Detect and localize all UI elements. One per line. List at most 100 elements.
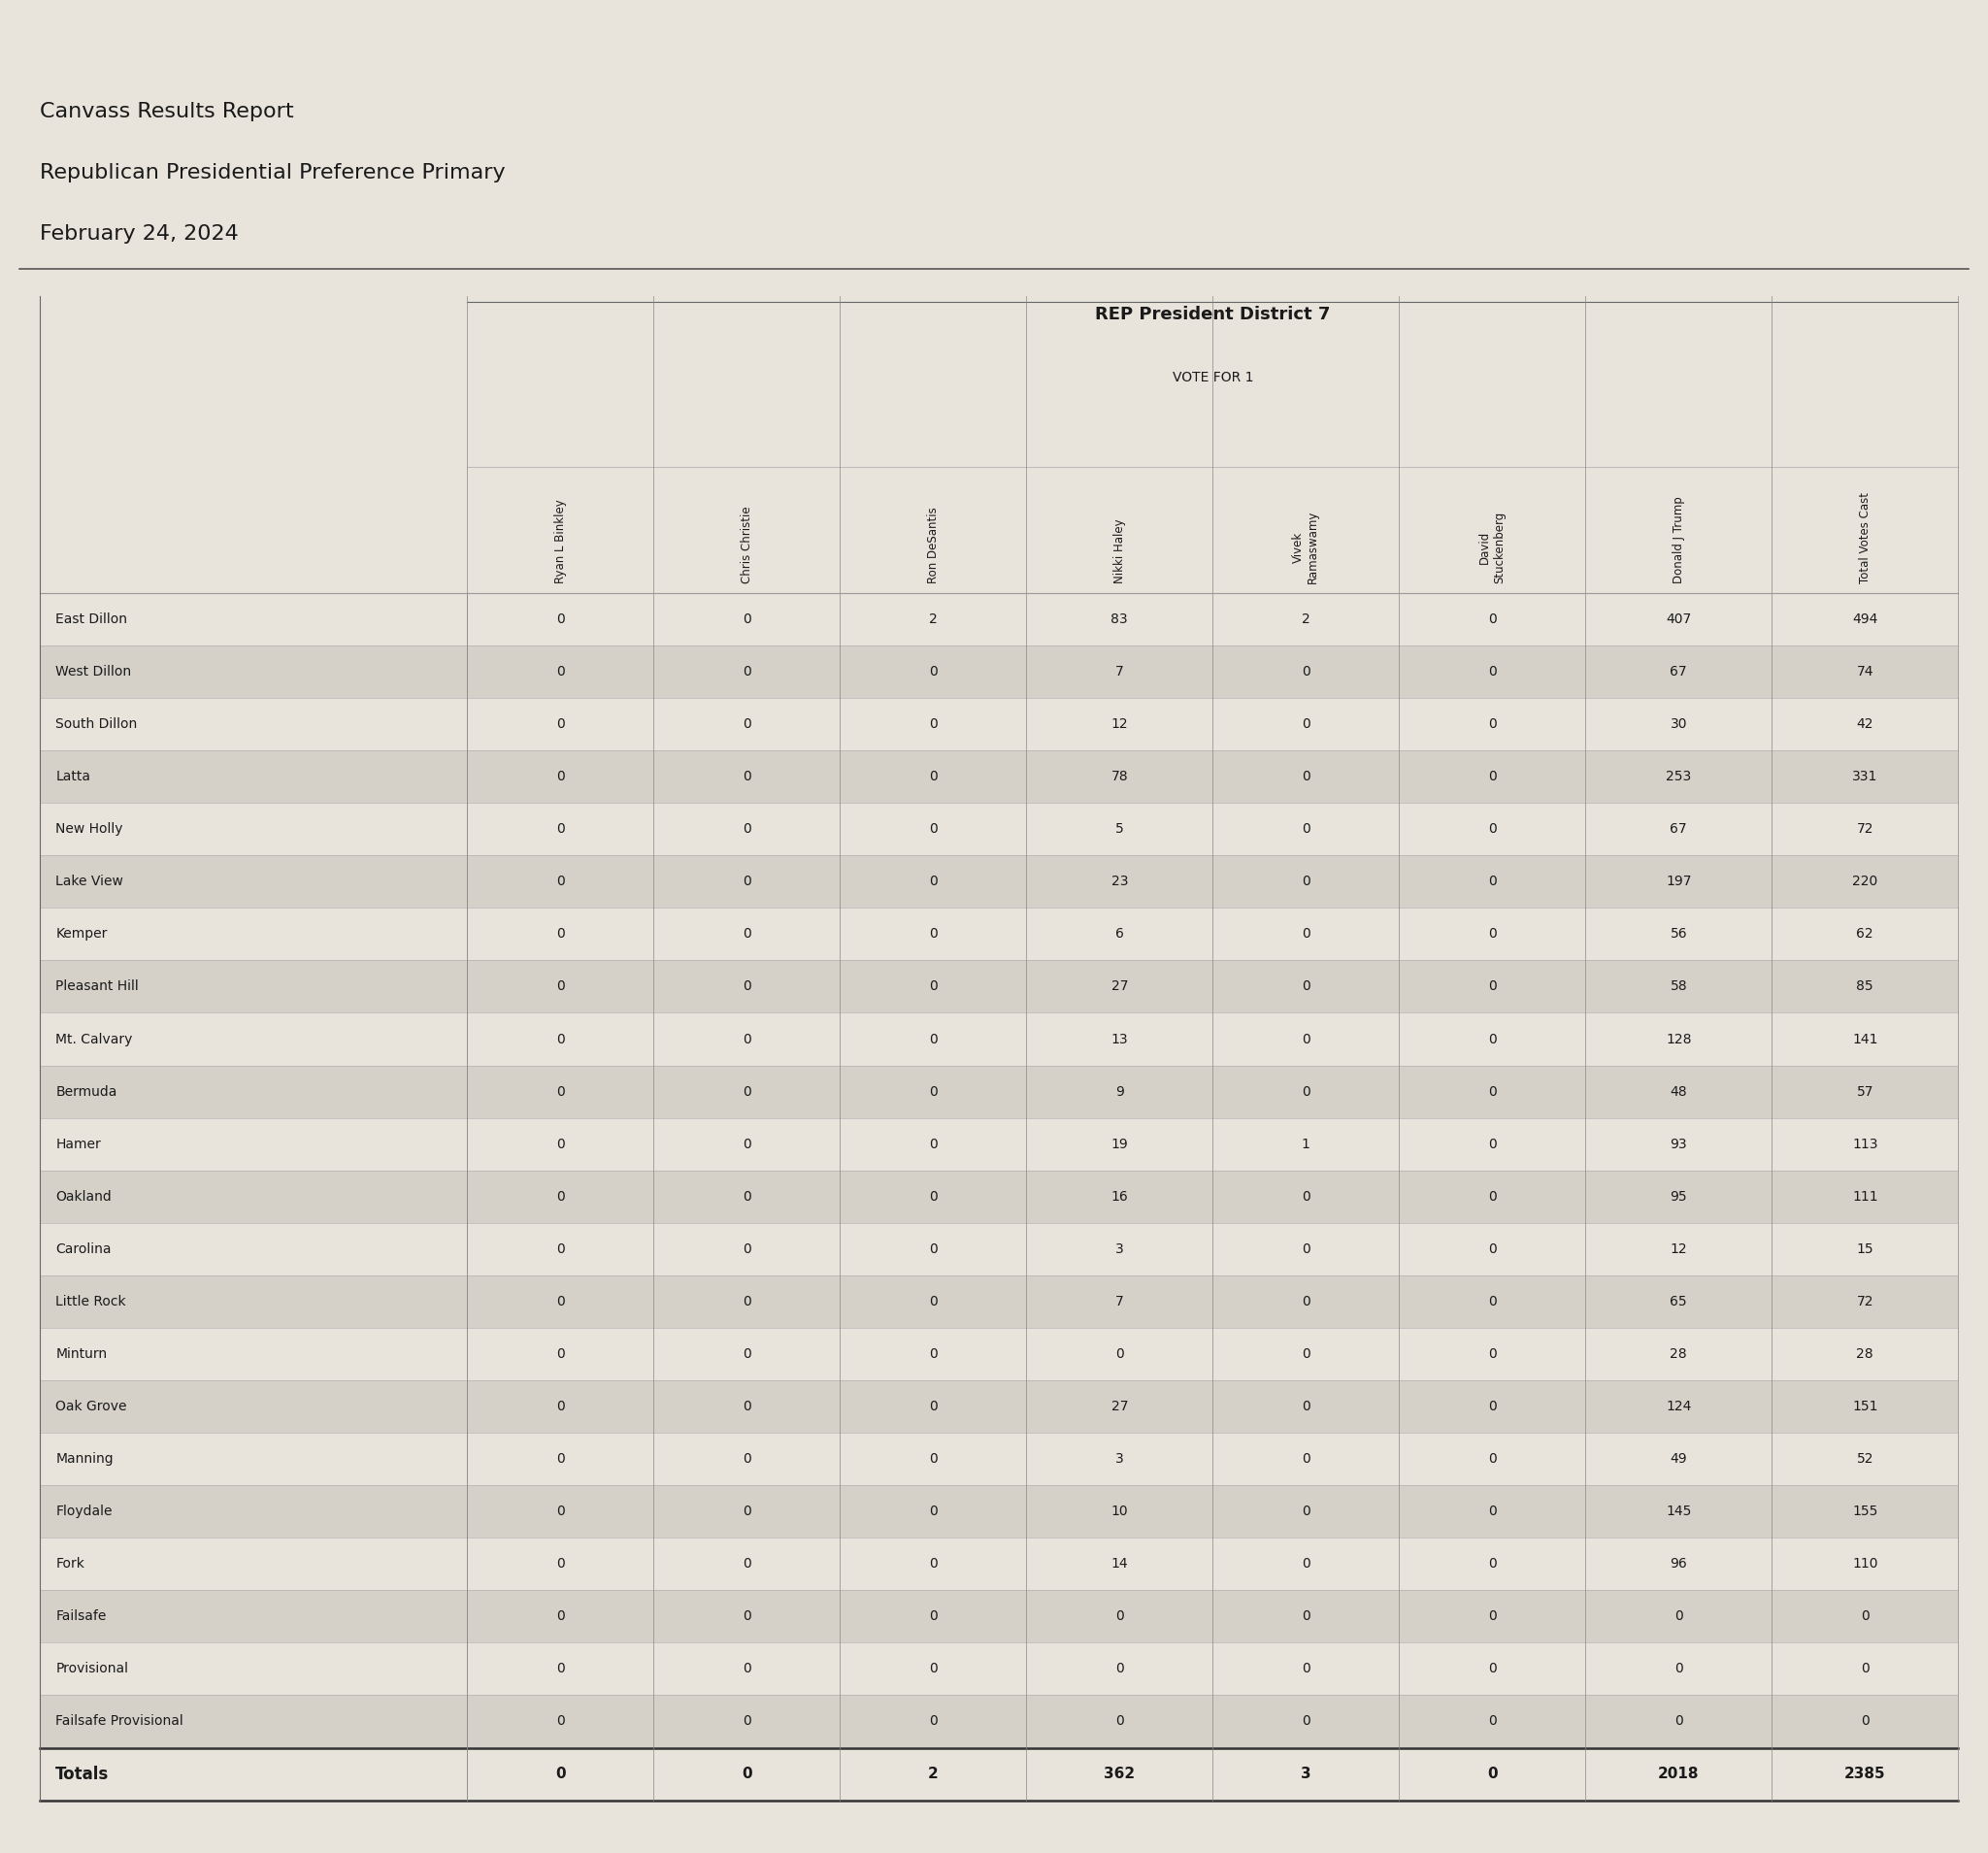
Text: 0: 0 — [928, 769, 938, 784]
Text: 111: 111 — [1853, 1190, 1879, 1203]
Text: 0: 0 — [742, 1505, 751, 1518]
Text: Nikki Haley: Nikki Haley — [1113, 519, 1125, 584]
Text: 128: 128 — [1666, 1032, 1692, 1045]
Text: 0: 0 — [742, 1557, 751, 1571]
Text: 0: 0 — [557, 717, 565, 730]
Text: Chris Christie: Chris Christie — [740, 506, 753, 584]
Text: 13: 13 — [1111, 1032, 1127, 1045]
Text: 0: 0 — [928, 1610, 938, 1623]
Text: 27: 27 — [1111, 1399, 1127, 1414]
Text: Minturn: Minturn — [56, 1347, 107, 1360]
Text: 0: 0 — [557, 1557, 565, 1571]
Text: Failsafe Provisional: Failsafe Provisional — [56, 1714, 183, 1729]
Text: 62: 62 — [1857, 926, 1873, 941]
Text: 0: 0 — [742, 1610, 751, 1623]
Text: 14: 14 — [1111, 1557, 1127, 1571]
Text: 0: 0 — [1674, 1714, 1684, 1729]
Text: 67: 67 — [1670, 823, 1688, 836]
Text: 27: 27 — [1111, 980, 1127, 993]
Text: 12: 12 — [1670, 1242, 1688, 1256]
Text: 72: 72 — [1857, 823, 1873, 836]
Text: 0: 0 — [1487, 769, 1497, 784]
Text: 113: 113 — [1853, 1138, 1879, 1151]
Text: Vivek
Ramaswamy: Vivek Ramaswamy — [1292, 511, 1320, 584]
Text: 0: 0 — [742, 1453, 751, 1466]
Text: 72: 72 — [1857, 1295, 1873, 1308]
Text: 0: 0 — [1487, 611, 1497, 626]
Text: Fork: Fork — [56, 1557, 85, 1571]
Text: Republican Presidential Preference Primary: Republican Presidential Preference Prima… — [40, 163, 505, 182]
Text: Failsafe: Failsafe — [56, 1610, 107, 1623]
Text: Total Votes Cast: Total Votes Cast — [1859, 493, 1871, 584]
Text: 0: 0 — [742, 980, 751, 993]
Text: 0: 0 — [557, 1138, 565, 1151]
Text: Totals: Totals — [56, 1766, 109, 1783]
Text: 56: 56 — [1670, 926, 1688, 941]
Text: 1: 1 — [1302, 1138, 1310, 1151]
Text: 0: 0 — [1674, 1610, 1684, 1623]
Text: 42: 42 — [1857, 717, 1873, 730]
Text: 0: 0 — [928, 665, 938, 678]
Text: 0: 0 — [1115, 1347, 1123, 1360]
Bar — [40, 1695, 1958, 1747]
Text: 57: 57 — [1857, 1084, 1873, 1099]
Text: 0: 0 — [557, 875, 565, 888]
Text: 0: 0 — [742, 1032, 751, 1045]
Text: Donald J Trump: Donald J Trump — [1672, 497, 1686, 584]
Text: 0: 0 — [557, 1032, 565, 1045]
Text: 0: 0 — [928, 1662, 938, 1675]
Text: 0: 0 — [928, 1242, 938, 1256]
Text: 0: 0 — [1302, 1662, 1310, 1675]
Text: 0: 0 — [1302, 1084, 1310, 1099]
Text: 0: 0 — [1487, 1032, 1497, 1045]
Text: Ron DeSantis: Ron DeSantis — [926, 508, 940, 584]
Text: 0: 0 — [928, 980, 938, 993]
Text: 0: 0 — [1487, 717, 1497, 730]
Text: 0: 0 — [557, 611, 565, 626]
Text: Bermuda: Bermuda — [56, 1084, 117, 1099]
Text: 253: 253 — [1666, 769, 1692, 784]
Text: February 24, 2024: February 24, 2024 — [40, 224, 239, 243]
Text: 0: 0 — [1302, 823, 1310, 836]
Text: Latta: Latta — [56, 769, 91, 784]
Text: 0: 0 — [742, 1084, 751, 1099]
Text: 12: 12 — [1111, 717, 1127, 730]
Text: 0: 0 — [557, 1610, 565, 1623]
Text: 0: 0 — [1302, 717, 1310, 730]
Text: 0: 0 — [1487, 1295, 1497, 1308]
Text: 0: 0 — [1115, 1662, 1123, 1675]
Text: 0: 0 — [742, 926, 751, 941]
Text: 0: 0 — [557, 1505, 565, 1518]
Text: 124: 124 — [1666, 1399, 1692, 1414]
Text: 0: 0 — [1302, 980, 1310, 993]
Text: Oakland: Oakland — [56, 1190, 111, 1203]
Text: 0: 0 — [555, 1766, 565, 1781]
Text: 0: 0 — [1487, 823, 1497, 836]
Text: 0: 0 — [1302, 1295, 1310, 1308]
Text: 0: 0 — [742, 1295, 751, 1308]
Text: 0: 0 — [928, 1138, 938, 1151]
Text: 0: 0 — [1302, 875, 1310, 888]
Text: 0: 0 — [1487, 1610, 1497, 1623]
Text: 0: 0 — [1487, 1662, 1497, 1675]
Text: 28: 28 — [1857, 1347, 1873, 1360]
Text: 0: 0 — [928, 1347, 938, 1360]
Text: 0: 0 — [742, 823, 751, 836]
Text: 0: 0 — [1487, 1557, 1497, 1571]
Text: 2018: 2018 — [1658, 1766, 1700, 1781]
Text: REP President District 7: REP President District 7 — [1095, 306, 1330, 322]
Text: 0: 0 — [557, 1453, 565, 1466]
Text: 65: 65 — [1670, 1295, 1688, 1308]
Text: 3: 3 — [1115, 1242, 1123, 1256]
Text: 0: 0 — [928, 1557, 938, 1571]
Text: Manning: Manning — [56, 1453, 113, 1466]
Text: 23: 23 — [1111, 875, 1127, 888]
Text: 0: 0 — [928, 1453, 938, 1466]
Text: 0: 0 — [1487, 1138, 1497, 1151]
Text: 2: 2 — [928, 1766, 938, 1781]
Text: 5: 5 — [1115, 823, 1123, 836]
Text: 0: 0 — [557, 1662, 565, 1675]
Text: 0: 0 — [742, 769, 751, 784]
Text: 155: 155 — [1853, 1505, 1879, 1518]
Text: 0: 0 — [928, 1190, 938, 1203]
